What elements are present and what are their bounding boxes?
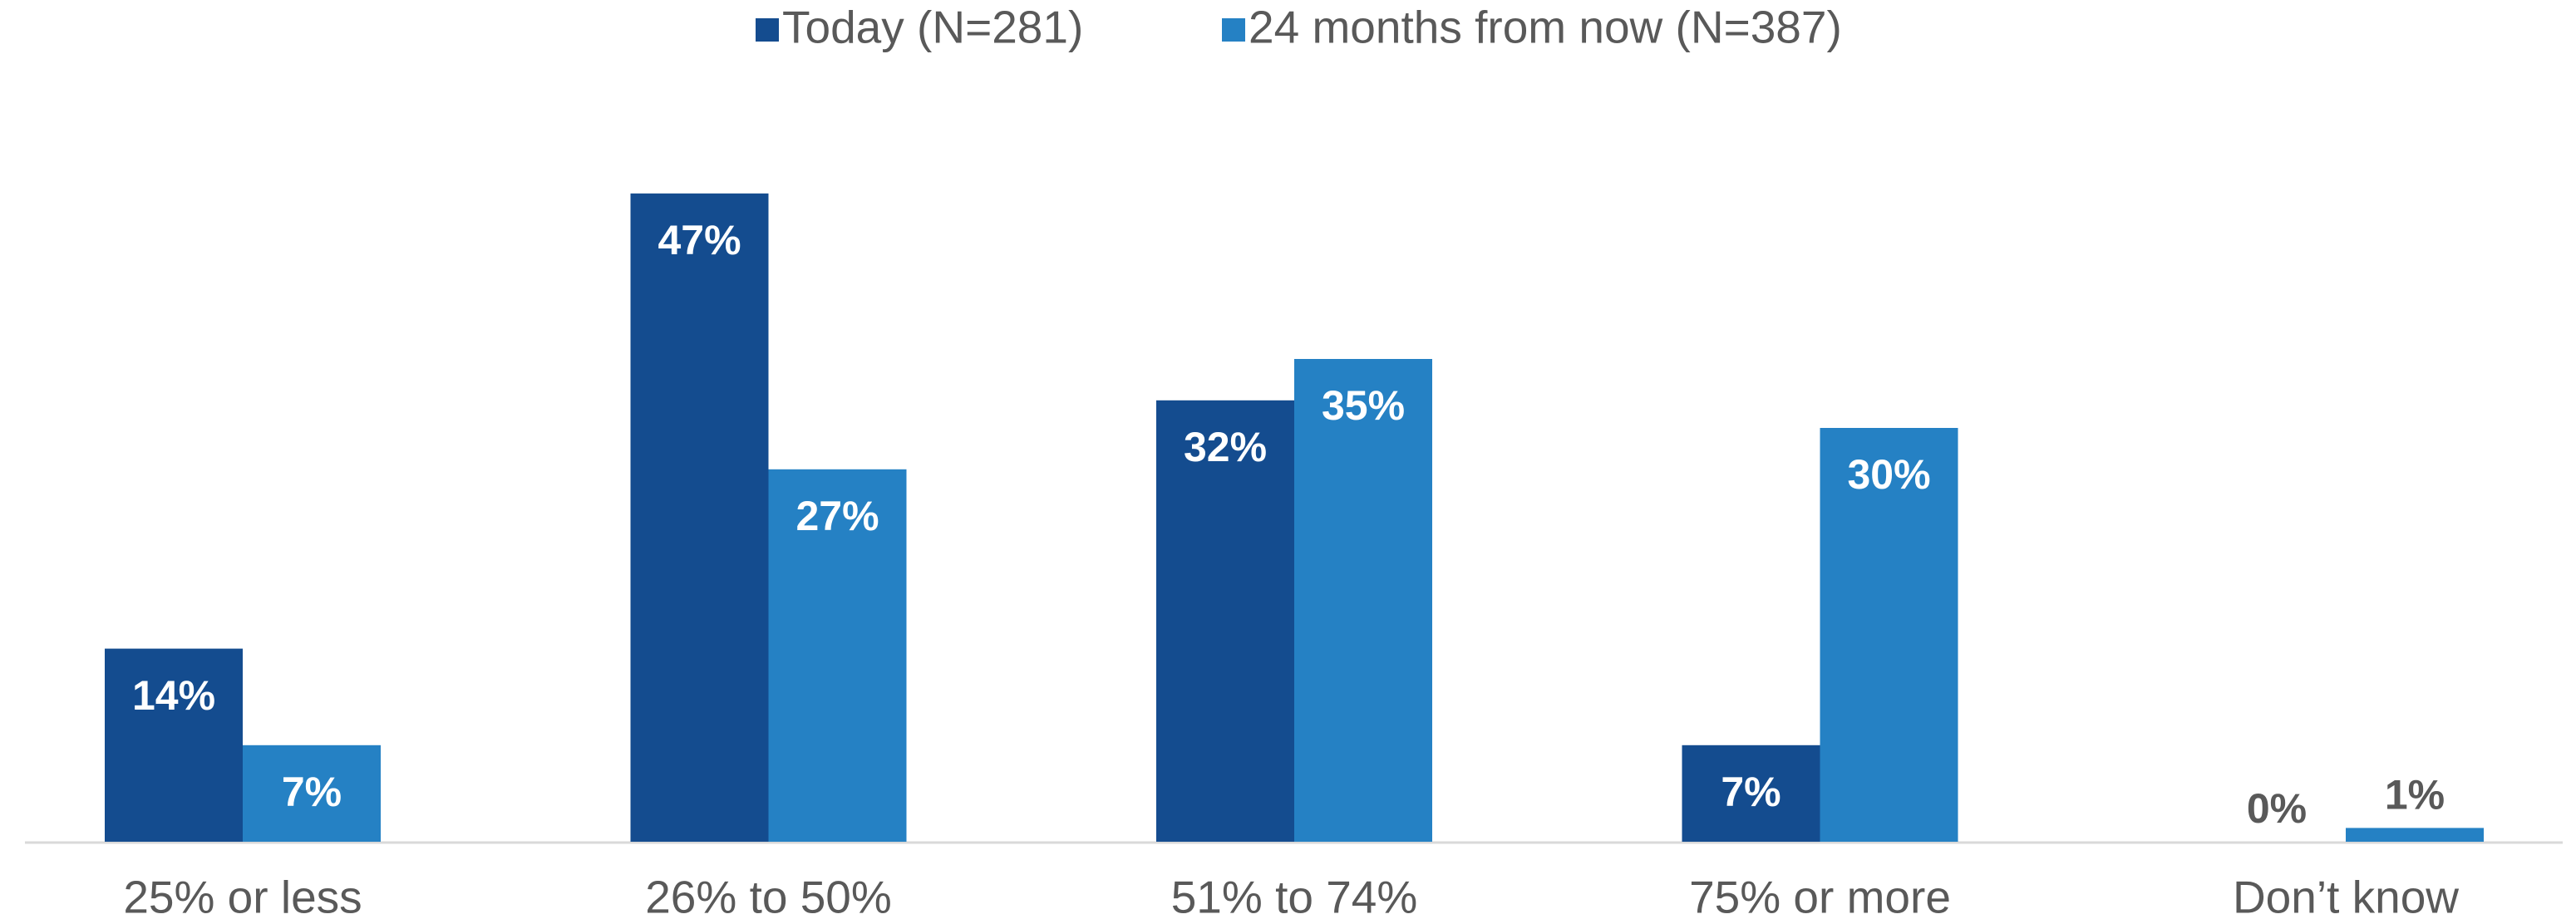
bar <box>105 648 243 842</box>
x-tick-label: 26% to 50% <box>645 872 892 923</box>
data-label: 30% <box>1847 451 1930 498</box>
bar <box>1156 400 1294 842</box>
x-tick-label: 25% or less <box>123 872 362 923</box>
data-label: 32% <box>1184 424 1267 470</box>
bar <box>630 193 769 843</box>
legend-label: 24 months from now (N=387) <box>1249 2 1842 53</box>
x-tick-label: 51% to 74% <box>1171 872 1418 923</box>
x-tick-label: Don’t know <box>2233 872 2459 923</box>
bar <box>768 469 907 842</box>
data-label: 14% <box>132 672 215 719</box>
bar <box>243 745 381 842</box>
data-label: 35% <box>1322 382 1405 429</box>
bar <box>1682 745 1820 842</box>
data-label: 7% <box>1721 769 1781 815</box>
bar <box>2346 828 2484 842</box>
data-label: 7% <box>282 769 342 815</box>
bar <box>1294 359 1432 842</box>
data-label: 27% <box>795 493 879 539</box>
bar <box>1820 428 1958 842</box>
legend-swatch <box>1222 18 1245 42</box>
legend-label: Today (N=281) <box>782 2 1083 53</box>
legend-swatch <box>756 18 779 42</box>
data-label: 1% <box>2385 772 2445 818</box>
x-tick-label: 75% or more <box>1689 872 1951 923</box>
data-label: 47% <box>658 217 741 263</box>
data-label: 0% <box>2247 785 2307 832</box>
